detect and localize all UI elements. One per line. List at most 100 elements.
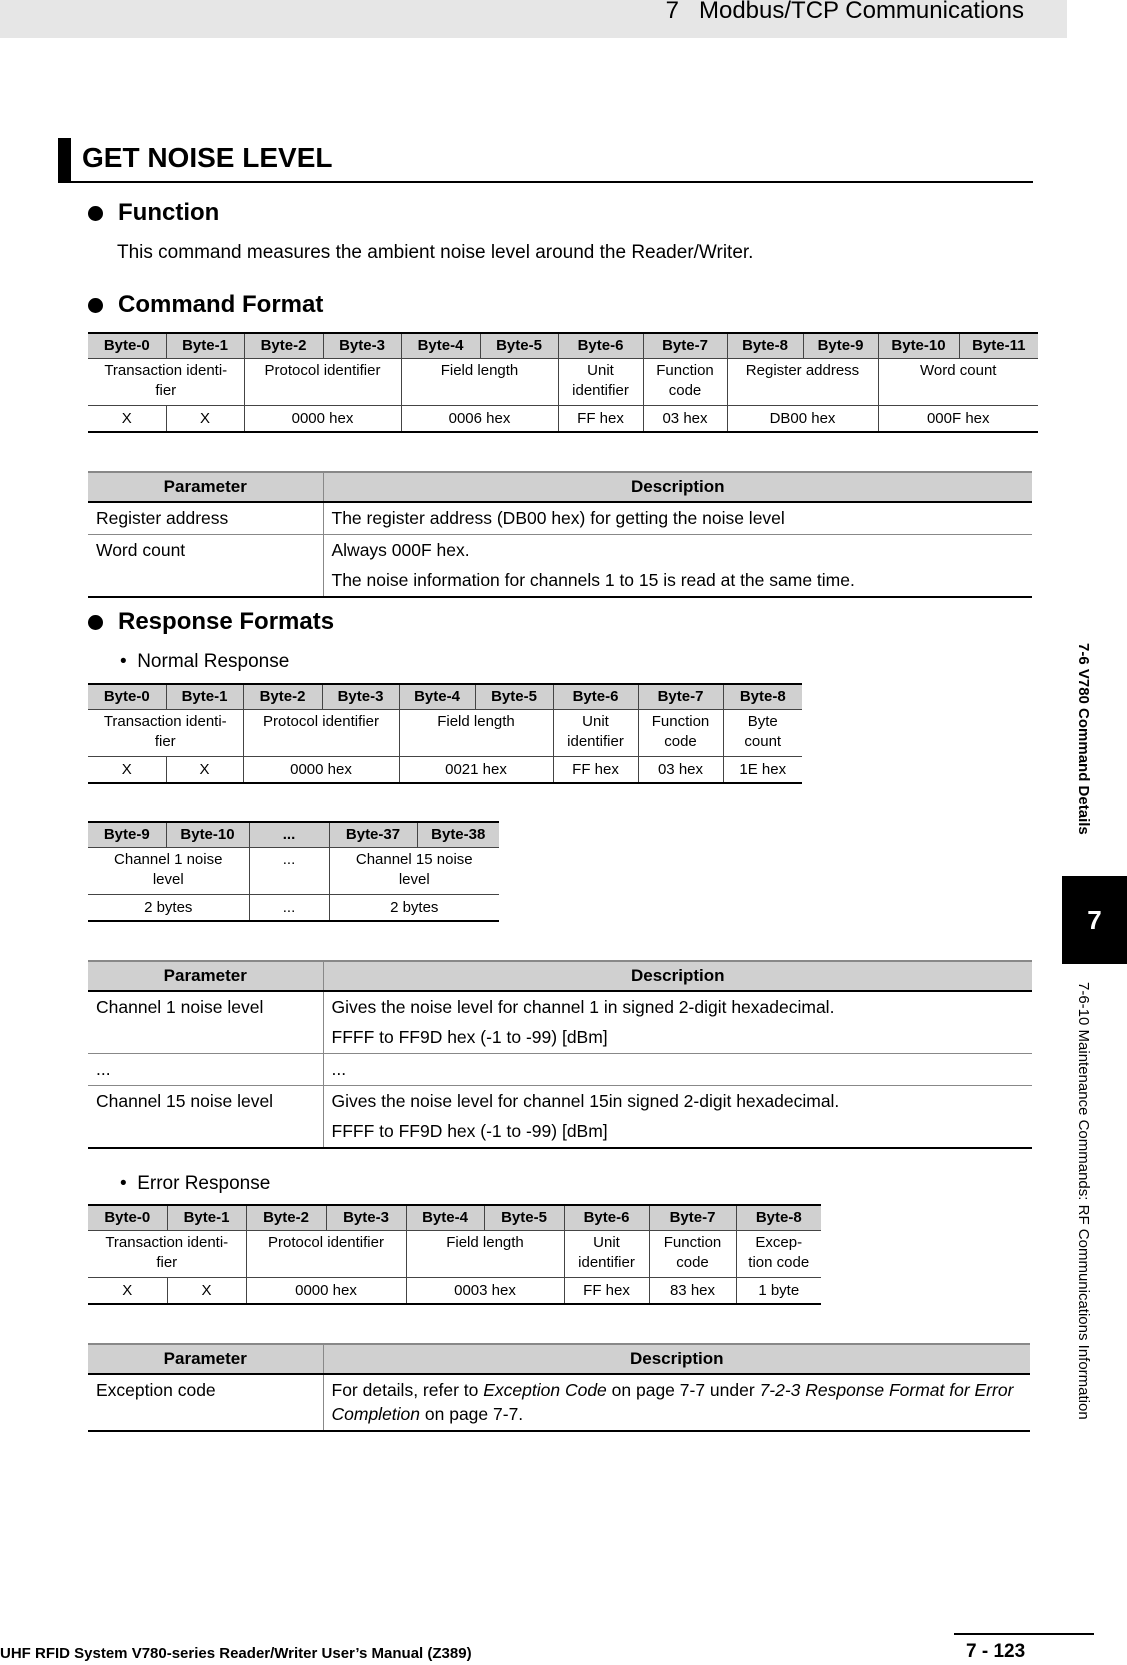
field-value-cell: FF hex xyxy=(557,405,644,433)
section-function: Function xyxy=(88,199,219,227)
byte-header: Byte-0 xyxy=(88,1204,168,1231)
parameter-name: Exception code xyxy=(88,1374,324,1432)
normal-response-table: Byte-0 Byte-1 Byte-2 Byte-3 Byte-4 Byte-5 Byte… xyxy=(88,683,802,784)
field-value-cell: 1E hex xyxy=(722,756,802,784)
table-row: Channel 15 noise level Gives the noise le… xyxy=(88,1085,1032,1149)
section-heading: Function xyxy=(118,199,220,226)
parameter-description: ... xyxy=(323,1053,1032,1086)
field-name-cell: Channel 1 noise level xyxy=(88,847,250,895)
header-row: Parameter Description xyxy=(88,471,1032,503)
byte-header: Byte-4 xyxy=(400,332,481,359)
parameter-description: Gives the noise level for channel 1 in s… xyxy=(323,991,1032,1054)
byte-header: Byte-6 xyxy=(557,332,644,359)
field-name-cell: Transaction identi- fier xyxy=(88,709,244,757)
description-line: ... xyxy=(331,1059,347,1079)
parameter-description: Gives the noise level for channel 15in s… xyxy=(323,1085,1032,1149)
field-value-cell: X xyxy=(165,405,245,433)
byte-header: Byte-10 xyxy=(165,821,250,848)
field-value-cell: 0000 hex xyxy=(243,405,402,433)
field-name-cell: Unit identifier xyxy=(557,358,644,406)
parameter-description: The register address (DB00 hex) for gett… xyxy=(323,502,1032,535)
byte-header: Byte-5 xyxy=(474,683,554,710)
field-value-cell: 1 byte xyxy=(735,1277,821,1305)
byte-header: ... xyxy=(248,821,330,848)
header-row: Byte-0 Byte-1 Byte-2 Byte-3 Byte-4 Byte-5 Byte… xyxy=(88,332,1038,359)
table-row: Word count Always 000F hex. The noise info… xyxy=(88,534,1032,598)
header-row: Byte-0 Byte-1 Byte-2 Byte-3 Byte-4 Byte-5 Byte… xyxy=(88,1204,821,1231)
title-accent-bar xyxy=(58,138,71,183)
parameter-name: ... xyxy=(88,1053,324,1086)
field-value-row: X X 0000 hex 0003 hex FF hex 83 hex 1 byte xyxy=(88,1277,821,1305)
byte-header: Byte-7 xyxy=(637,683,724,710)
field-name-cell: Transaction identi- fier xyxy=(88,358,245,406)
chapter-tab: 7 xyxy=(1062,876,1127,964)
field-value-row: X X 0000 hex 0006 hex FF hex 03 hex DB00 hex 00… xyxy=(88,405,1038,433)
field-value-cell: X xyxy=(166,1277,247,1305)
section-response-formats: Response Formats xyxy=(88,608,334,636)
field-value-cell: X xyxy=(88,405,167,433)
description-line: Always 000F hex. xyxy=(331,540,470,560)
section-heading: Response Formats xyxy=(118,608,335,635)
byte-header: Byte-6 xyxy=(563,1204,650,1231)
parameter-description: For details, refer to Exception Code on … xyxy=(323,1374,1030,1432)
column-header: Parameter xyxy=(88,960,324,992)
text-segment: on page 7-7 under xyxy=(606,1380,760,1400)
byte-header: Byte-37 xyxy=(328,821,418,848)
field-name-cell: Field length xyxy=(400,358,559,406)
byte-header: Byte-8 xyxy=(726,332,804,359)
field-value-cell: 2 bytes xyxy=(88,894,250,922)
field-name-cell: ... xyxy=(248,847,330,895)
field-value-cell: FF hex xyxy=(563,1277,650,1305)
byte-header: Byte-1 xyxy=(165,683,244,710)
byte-header: Byte-7 xyxy=(642,332,728,359)
bullet-icon xyxy=(88,297,103,313)
description-line: For details, refer to Exception Code on … xyxy=(332,1378,1023,1426)
field-value-cell: X xyxy=(88,1277,168,1305)
field-value-cell: 0003 hex xyxy=(405,1277,565,1305)
field-value-row: 2 bytes... 2 bytes xyxy=(88,894,499,922)
command-format-table: Byte-0 Byte-1 Byte-2 Byte-3 Byte-4 Byte-5 Byte… xyxy=(88,332,1038,433)
byte-header: Byte-2 xyxy=(245,1204,327,1231)
field-name-cell: Register address xyxy=(726,358,879,406)
byte-header: Byte-5 xyxy=(483,1204,565,1231)
byte-header: Byte-38 xyxy=(416,821,499,848)
field-name-cell: Protocol identifier xyxy=(245,1230,407,1278)
byte-header: Byte-3 xyxy=(322,332,402,359)
field-name-row: Transaction identi- fier Protocol identif… xyxy=(88,358,1038,406)
bullet-icon xyxy=(88,205,103,221)
field-name-cell: Unit identifier xyxy=(563,1230,650,1278)
chapter-header-title: 7 Modbus/TCP Communications xyxy=(665,0,1024,24)
page-title: GET NOISE LEVEL xyxy=(82,142,333,173)
field-name-cell: Transaction identi- fier xyxy=(88,1230,247,1278)
description-line: FFFF to FF9D hex (-1 to -99) [dBm] xyxy=(331,1027,608,1047)
column-header: Description xyxy=(323,471,1032,503)
normal-response-label: • Normal Response xyxy=(120,651,290,672)
byte-header: Byte-0 xyxy=(88,683,167,710)
function-description: This command measures the ambient noise … xyxy=(117,242,754,263)
normal-response-data-table: Byte-9 Byte-10... Byte-37 Byte-38 Channel 1 … xyxy=(88,821,499,922)
field-value-cell: 03 hex xyxy=(637,756,724,784)
field-name-cell: Protocol identifier xyxy=(242,709,400,757)
byte-header: Byte-3 xyxy=(325,1204,407,1231)
header-row: Parameter Description xyxy=(88,960,1032,992)
normal-response-parameter-table: Parameter Description Channel 1 noise leve… xyxy=(88,960,1032,1149)
field-value-row: X X 0000 hex 0021 hex FF hex 03 hex 1E hex xyxy=(88,756,802,784)
parameter-name: Channel 15 noise level xyxy=(88,1085,324,1149)
table-row: Register address The register address (DB… xyxy=(88,502,1032,535)
error-response-parameter-table: Parameter Description Exception code For de… xyxy=(88,1343,1030,1432)
byte-header: Byte-4 xyxy=(405,1204,485,1231)
parameter-description: Always 000F hex. The noise information fo… xyxy=(323,534,1032,598)
error-response-table: Byte-0 Byte-1 Byte-2 Byte-3 Byte-4 Byte-5 Byte… xyxy=(88,1204,821,1305)
text-segment: For details, refer to xyxy=(331,1380,484,1400)
byte-header: Byte-10 xyxy=(877,332,960,359)
parameter-name: Word count xyxy=(88,534,324,598)
text-segment: on page 7-7. xyxy=(420,1404,524,1424)
column-header: Description xyxy=(323,1343,1030,1375)
byte-header: Byte-6 xyxy=(552,683,639,710)
footer-rule xyxy=(954,1633,1094,1635)
header-row: Parameter Description xyxy=(88,1343,1030,1375)
description-line: Gives the noise level for channel 1 in s… xyxy=(331,997,835,1017)
footer-manual-title: UHF RFID System V780-series Reader/Write… xyxy=(0,1645,472,1662)
bullet-icon xyxy=(88,614,103,630)
description-line: FFFF to FF9D hex (-1 to -99) [dBm] xyxy=(331,1121,608,1141)
